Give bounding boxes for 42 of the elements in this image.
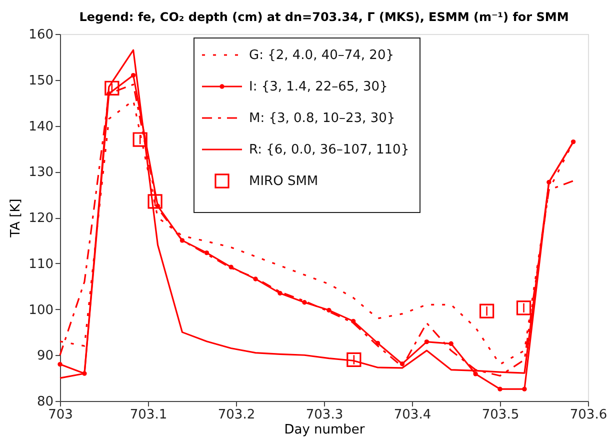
x-tick-label: 703 [48,408,73,422]
y-tick-label: 140 [28,119,54,134]
point [346,352,362,368]
point [448,341,454,346]
x-tick-label: 703.6 [570,408,608,422]
point [326,308,332,313]
x-tick-label: 703.1 [130,408,168,422]
point [302,300,307,305]
point [473,372,478,376]
point [516,300,532,316]
legend-label: MIRO SMM [249,174,318,189]
x-tick-label: 703.2 [218,408,256,422]
point [104,80,120,96]
x-tick-label: 703.3 [306,408,344,422]
legend-label: G: {2, 4.0, 40–74, 20} [249,48,394,63]
y-tick-label: 110 [28,256,54,272]
x-tick-label: 703.4 [394,408,432,422]
y-tick-label: 90 [36,348,54,364]
y-tick-label: 80 [36,394,54,410]
legend-label: I: {3, 1.4, 22–65, 30} [249,80,388,94]
point [58,362,62,367]
y-tick-label: 120 [28,211,54,226]
point [498,386,502,392]
x-tick-label: 703.5 [482,408,520,422]
point [148,194,162,209]
point [278,290,282,296]
y-tick-label: 100 [28,302,54,318]
y-axis-title: TA [K] [8,198,24,238]
point [132,132,148,147]
x-axis-title: Day number [284,422,366,438]
chart-title: Legend: fe, CO₂ depth (cm) at dn=703.34, Γ (MKS), ESMM (m⁻¹) for SMM [79,10,569,24]
point [130,72,136,78]
y-tick-label: 130 [28,165,54,180]
y-tick-label: 160 [28,28,54,42]
y-tick-label: 150 [28,73,54,88]
point [204,250,210,256]
point [424,339,430,344]
point [479,304,494,318]
point [522,386,527,392]
legend-label: M: {3, 0.8, 10–23, 30} [249,111,396,126]
legend-label: R: {6, 0.0, 36–107, 110} [249,142,410,158]
point [350,318,356,324]
